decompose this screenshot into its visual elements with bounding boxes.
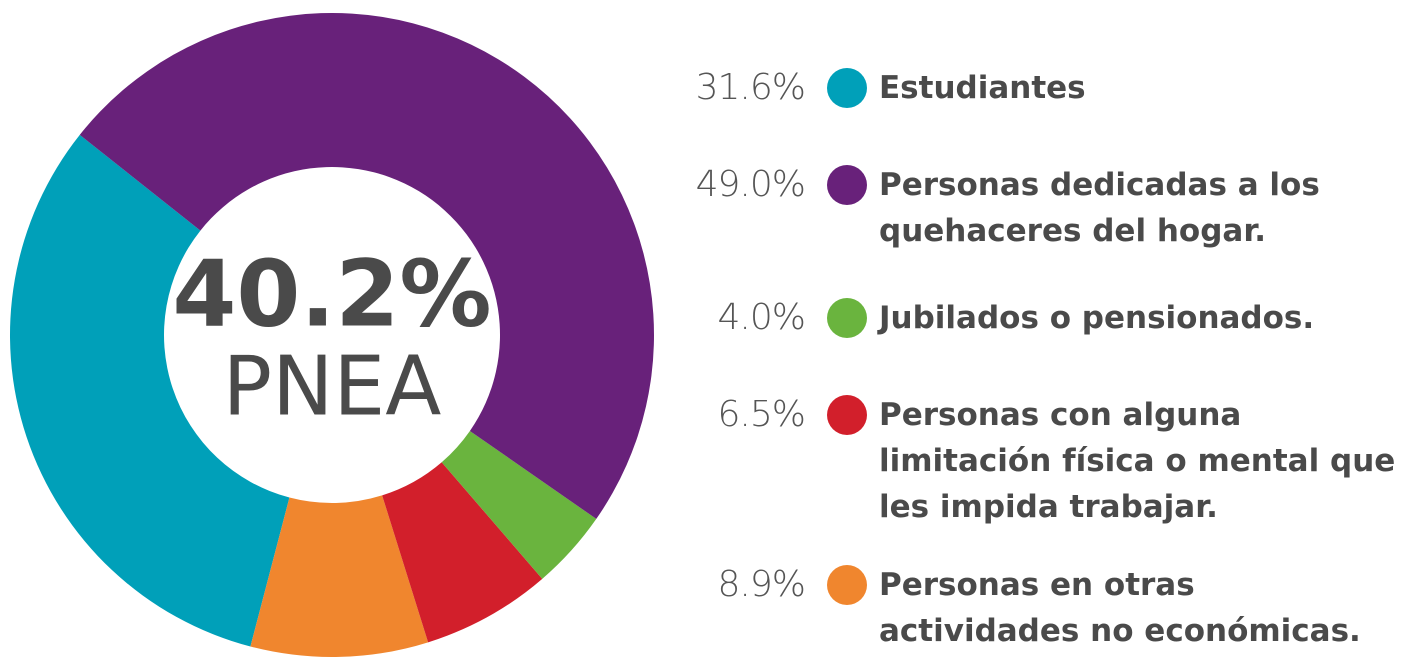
legend-item: 6.5% Personas con alguna limitación físic… [660,392,1410,530]
value-label: 49.0% [695,164,806,205]
donut-segment [441,430,597,579]
legend-item: 4.0% Jubilados o pensionados. [660,295,1410,341]
value-label: 8.9% [717,564,806,605]
donut-segment [9,134,290,647]
legend-swatch [827,298,867,338]
donut-segment [79,12,655,519]
legend-label: Personas dedicadas a los quehaceres del … [879,167,1320,249]
center-label: 40.2% [172,240,491,347]
center-sublabel: PNEA [223,339,442,434]
value-label: 31.6% [695,67,806,108]
legend-label: Personas con alguna limitación física o … [879,397,1396,525]
donut-chart: 40.2% PNEA [9,12,655,657]
value-label: 6.5% [717,394,806,435]
legend-swatch [827,395,867,435]
legend-label: Estudiantes [879,70,1086,106]
legend-swatch [827,565,867,605]
donut-segment [382,462,543,643]
legend-item: 49.0% Personas dedicadas a los quehaceres… [660,162,1410,254]
legend-item: 8.9% Personas en otras actividades no eco… [660,562,1410,654]
legend-swatch [827,165,867,205]
donut-segment [250,495,429,657]
legend-label: Personas en otras actividades no económi… [879,567,1361,649]
legend-item: 31.6% Estudiantes [660,65,1410,111]
legend-swatch [827,68,867,108]
legend-label: Jubilados o pensionados. [879,300,1315,336]
value-label: 4.0% [717,297,806,338]
